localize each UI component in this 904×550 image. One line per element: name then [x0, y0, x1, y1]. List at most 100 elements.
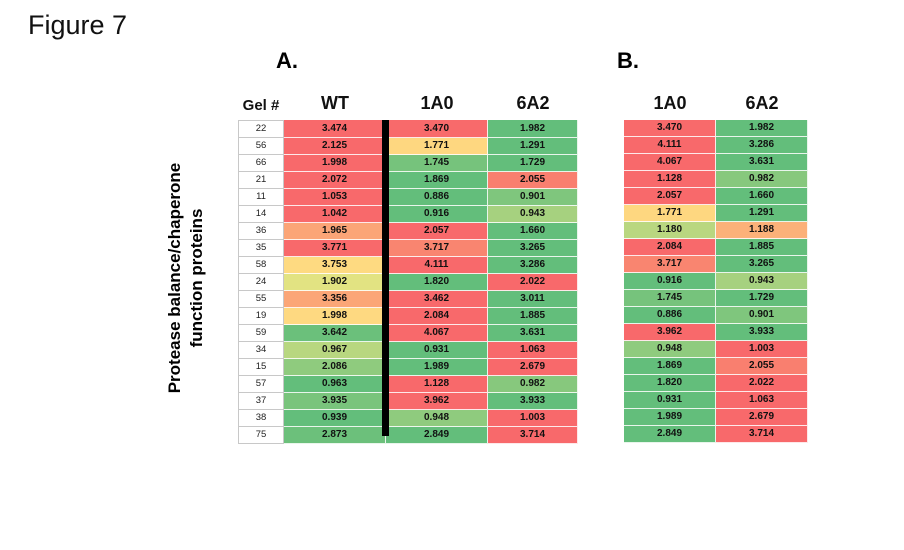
table-row: 1.745 1.729	[624, 290, 808, 307]
heatmap-cell: 0.982	[488, 376, 578, 393]
table-row: 0.886 0.901	[624, 307, 808, 324]
heatmap-cell: 1.998	[284, 155, 386, 172]
heatmap-cell: 0.948	[386, 410, 488, 427]
heatmap-cell: 3.717	[386, 240, 488, 257]
heatmap-cell: 2.849	[386, 427, 488, 444]
heatmap-cell: 3.265	[488, 240, 578, 257]
heatmap-cell: 2.057	[624, 188, 716, 205]
heatmap-cell: 1.660	[488, 223, 578, 240]
heatmap-cell: 3.642	[284, 325, 386, 342]
gel-number-cell: 24	[238, 274, 284, 291]
gel-number-cell: 55	[238, 291, 284, 308]
table-row: 4.067 3.631	[624, 154, 808, 171]
gel-number-cell: 35	[238, 240, 284, 257]
heatmap-cell: 1.885	[716, 239, 808, 256]
heatmap-cell: 3.462	[386, 291, 488, 308]
table-row: 24 1.902 1.820 2.022	[238, 274, 578, 291]
heatmap-cell: 2.849	[624, 426, 716, 443]
heatmap-cell: 4.111	[624, 137, 716, 154]
table-row: 0.916 0.943	[624, 273, 808, 290]
y-axis-label: Protease balance/chaperone function prot…	[164, 118, 210, 438]
heatmap-cell: 1.989	[386, 359, 488, 376]
table-row: 38 0.939 0.948 1.003	[238, 410, 578, 427]
heatmap-cell: 3.470	[624, 120, 716, 137]
heatmap-cell: 2.679	[488, 359, 578, 376]
gel-number-cell: 14	[238, 206, 284, 223]
table-row: 21 2.072 1.869 2.055	[238, 172, 578, 189]
column-header: 6A2	[516, 93, 550, 113]
heatmap-cell: 2.679	[716, 409, 808, 426]
gel-number-cell: 59	[238, 325, 284, 342]
heatmap-cell: 3.011	[488, 291, 578, 308]
heatmap-cell: 0.916	[386, 206, 488, 223]
column-header: WT	[321, 93, 349, 113]
table-row: 2.084 1.885	[624, 239, 808, 256]
panel-a-table: Gel # WT 1A0 6A2 22 3.474 3.470 1.982 56 2.125 1.7…	[238, 88, 578, 444]
heatmap-cell: 1.188	[716, 222, 808, 239]
heatmap-cell: 2.086	[284, 359, 386, 376]
table-row: 3.962 3.933	[624, 324, 808, 341]
gel-number-cell: 66	[238, 155, 284, 172]
column-header: 1A0	[653, 93, 687, 113]
gel-number-cell: 36	[238, 223, 284, 240]
gel-number-cell: 19	[238, 308, 284, 325]
column-header: Gel #	[242, 97, 280, 114]
heatmap-cell: 1.180	[624, 222, 716, 239]
heatmap-cell: 4.111	[386, 257, 488, 274]
heatmap-cell: 1.291	[716, 205, 808, 222]
heatmap-cell: 2.084	[624, 239, 716, 256]
heatmap-cell: 0.886	[386, 189, 488, 206]
heatmap-cell: 0.948	[624, 341, 716, 358]
heatmap-cell: 1.998	[284, 308, 386, 325]
heatmap-cell: 2.084	[386, 308, 488, 325]
y-axis-label-line1: Protease balance/chaperone	[165, 162, 184, 394]
heatmap-cell: 0.967	[284, 342, 386, 359]
gel-number-cell: 37	[238, 393, 284, 410]
heatmap-cell: 1.291	[488, 138, 578, 155]
table-row: 0.931 1.063	[624, 392, 808, 409]
heatmap-cell: 1.745	[386, 155, 488, 172]
heatmap-cell: 0.901	[488, 189, 578, 206]
table-row: 34 0.967 0.931 1.063	[238, 342, 578, 359]
heatmap-cell: 1.003	[716, 341, 808, 358]
table-row: 2.849 3.714	[624, 426, 808, 443]
heatmap-cell: 0.901	[716, 307, 808, 324]
table-row: 11 1.053 0.886 0.901	[238, 189, 578, 206]
gel-number-cell: 58	[238, 257, 284, 274]
table-row: 3.717 3.265	[624, 256, 808, 273]
figure-title: Figure 7	[28, 10, 128, 40]
heatmap-cell: 0.931	[386, 342, 488, 359]
table-row: 19 1.998 2.084 1.885	[238, 308, 578, 325]
heatmap-cell: 1.003	[488, 410, 578, 427]
gel-number-cell: 56	[238, 138, 284, 155]
heatmap-cell: 0.916	[624, 273, 716, 290]
heatmap-cell: 1.128	[386, 376, 488, 393]
table-row: 1.869 2.055	[624, 358, 808, 375]
heatmap-cell: 1.729	[488, 155, 578, 172]
gel-number-cell: 11	[238, 189, 284, 206]
heatmap-cell: 3.962	[624, 324, 716, 341]
heatmap-cell: 1.965	[284, 223, 386, 240]
table-row: 66 1.998 1.745 1.729	[238, 155, 578, 172]
heatmap-cell: 0.963	[284, 376, 386, 393]
table-row: 3.470 1.982	[624, 120, 808, 137]
table-row: 35 3.771 3.717 3.265	[238, 240, 578, 257]
heatmap-cell: 3.286	[716, 137, 808, 154]
table-row: 55 3.356 3.462 3.011	[238, 291, 578, 308]
header-row: Gel # WT 1A0 6A2	[238, 88, 578, 120]
heatmap-cell: 1.982	[488, 120, 578, 138]
heatmap-cell: 3.265	[716, 256, 808, 273]
heatmap-cell: 1.660	[716, 188, 808, 205]
table-row: 1.128 0.982	[624, 171, 808, 188]
heatmap-cell: 1.869	[386, 172, 488, 189]
gel-number-cell: 15	[238, 359, 284, 376]
heatmap-cell: 1.989	[624, 409, 716, 426]
gel-number-cell: 34	[238, 342, 284, 359]
heatmap-cell: 3.753	[284, 257, 386, 274]
heatmap-cell: 3.717	[624, 256, 716, 273]
gel-number-cell: 38	[238, 410, 284, 427]
heatmap-cell: 1.053	[284, 189, 386, 206]
heatmap-cell: 3.631	[488, 325, 578, 342]
heatmap-cell: 3.286	[488, 257, 578, 274]
